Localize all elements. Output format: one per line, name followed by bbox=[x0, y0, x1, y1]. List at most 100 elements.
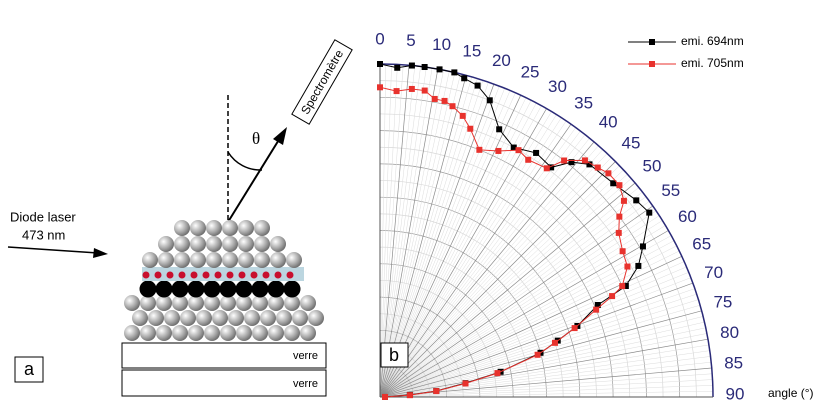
sphere bbox=[190, 252, 206, 268]
minor-grid-line bbox=[379, 321, 705, 398]
data-point bbox=[533, 149, 540, 156]
minor-grid-line bbox=[379, 235, 672, 398]
x-axis-label: angle (°) bbox=[768, 386, 814, 400]
sphere bbox=[268, 295, 284, 311]
sphere bbox=[142, 252, 158, 268]
x-tick-label: 50 bbox=[642, 156, 661, 175]
sphere bbox=[206, 220, 222, 236]
x-tick-label: 35 bbox=[574, 94, 593, 113]
data-point bbox=[609, 293, 616, 300]
data-point bbox=[622, 283, 629, 290]
sphere bbox=[244, 310, 260, 326]
minor-grid-line bbox=[379, 379, 713, 398]
sphere bbox=[270, 252, 286, 268]
sphere bbox=[158, 252, 174, 268]
sphere bbox=[148, 310, 164, 326]
sphere bbox=[238, 271, 246, 279]
sphere bbox=[238, 252, 254, 268]
x-tick-label: 30 bbox=[548, 77, 567, 96]
grid-line bbox=[379, 282, 694, 398]
grid-line bbox=[379, 68, 439, 398]
panel-box bbox=[380, 342, 409, 368]
sphere bbox=[262, 271, 270, 279]
data-point bbox=[431, 95, 438, 102]
minor-grid-line bbox=[379, 196, 647, 398]
data-point bbox=[594, 164, 601, 171]
sphere bbox=[132, 310, 148, 326]
minor-grid-line bbox=[379, 178, 632, 398]
x-tick-label: 80 bbox=[720, 323, 739, 342]
sphere bbox=[187, 280, 205, 298]
data-point bbox=[421, 87, 428, 94]
minor-grid-line bbox=[379, 191, 643, 398]
data-point bbox=[436, 66, 443, 73]
sphere bbox=[252, 295, 268, 311]
sphere bbox=[214, 271, 222, 279]
sphere bbox=[124, 295, 140, 311]
x-tick-label: 55 bbox=[661, 181, 680, 200]
sphere bbox=[219, 280, 237, 298]
sphere bbox=[158, 236, 174, 252]
sphere bbox=[156, 325, 172, 341]
sphere bbox=[267, 280, 285, 298]
x-tick-label: 40 bbox=[599, 113, 618, 132]
sphere bbox=[202, 271, 210, 279]
minor-grid-line bbox=[379, 250, 680, 398]
x-tick-label: 20 bbox=[492, 51, 511, 70]
legend-marker bbox=[649, 61, 655, 67]
grid-line bbox=[379, 161, 616, 398]
minor-grid-line bbox=[379, 266, 687, 398]
minor-grid-line bbox=[379, 117, 562, 398]
sphere bbox=[276, 310, 292, 326]
sphere bbox=[155, 280, 173, 298]
minor-grid-line bbox=[379, 261, 685, 398]
sphere bbox=[236, 325, 252, 341]
panel-label: b bbox=[389, 345, 399, 365]
sphere bbox=[172, 295, 188, 311]
sphere bbox=[142, 271, 150, 279]
minor-grid-line bbox=[379, 385, 713, 398]
detector-label: Spectromètre bbox=[298, 47, 346, 117]
data-point bbox=[377, 61, 383, 67]
glass-label: verre bbox=[293, 350, 318, 362]
minor-grid-line bbox=[379, 111, 552, 398]
minor-grid-line bbox=[379, 120, 567, 398]
sphere bbox=[222, 236, 238, 252]
sphere bbox=[188, 295, 204, 311]
data-point bbox=[459, 112, 466, 119]
sphere bbox=[254, 252, 270, 268]
sphere bbox=[274, 271, 282, 279]
data-point bbox=[633, 197, 640, 204]
sphere bbox=[238, 220, 254, 236]
data-point bbox=[551, 339, 558, 346]
sphere bbox=[174, 252, 190, 268]
data-point bbox=[605, 170, 612, 177]
sphere bbox=[124, 325, 140, 341]
laser-beam bbox=[7, 246, 99, 254]
sphere bbox=[260, 310, 276, 326]
grid-line bbox=[379, 230, 669, 398]
sphere bbox=[292, 310, 308, 326]
minor-grid-line bbox=[379, 153, 608, 398]
minor-grid-line bbox=[379, 169, 624, 398]
data-point bbox=[495, 147, 502, 154]
minor-grid-line bbox=[379, 165, 620, 398]
minor-grid-line bbox=[379, 245, 677, 398]
sphere bbox=[166, 271, 174, 279]
sphere bbox=[188, 325, 204, 341]
data-point bbox=[548, 164, 555, 171]
x-tick-label: 10 bbox=[432, 35, 451, 54]
minor-grid-line bbox=[379, 215, 660, 398]
sphere bbox=[222, 220, 238, 236]
sphere bbox=[308, 310, 324, 326]
data-point bbox=[639, 243, 646, 250]
data-point bbox=[616, 182, 623, 189]
data-point bbox=[561, 157, 568, 164]
minor-grid-line bbox=[379, 210, 657, 398]
data-point bbox=[377, 84, 383, 91]
data-point bbox=[515, 147, 522, 154]
sphere bbox=[268, 325, 284, 341]
sphere bbox=[283, 280, 301, 298]
data-point bbox=[449, 103, 456, 110]
sphere bbox=[154, 271, 162, 279]
